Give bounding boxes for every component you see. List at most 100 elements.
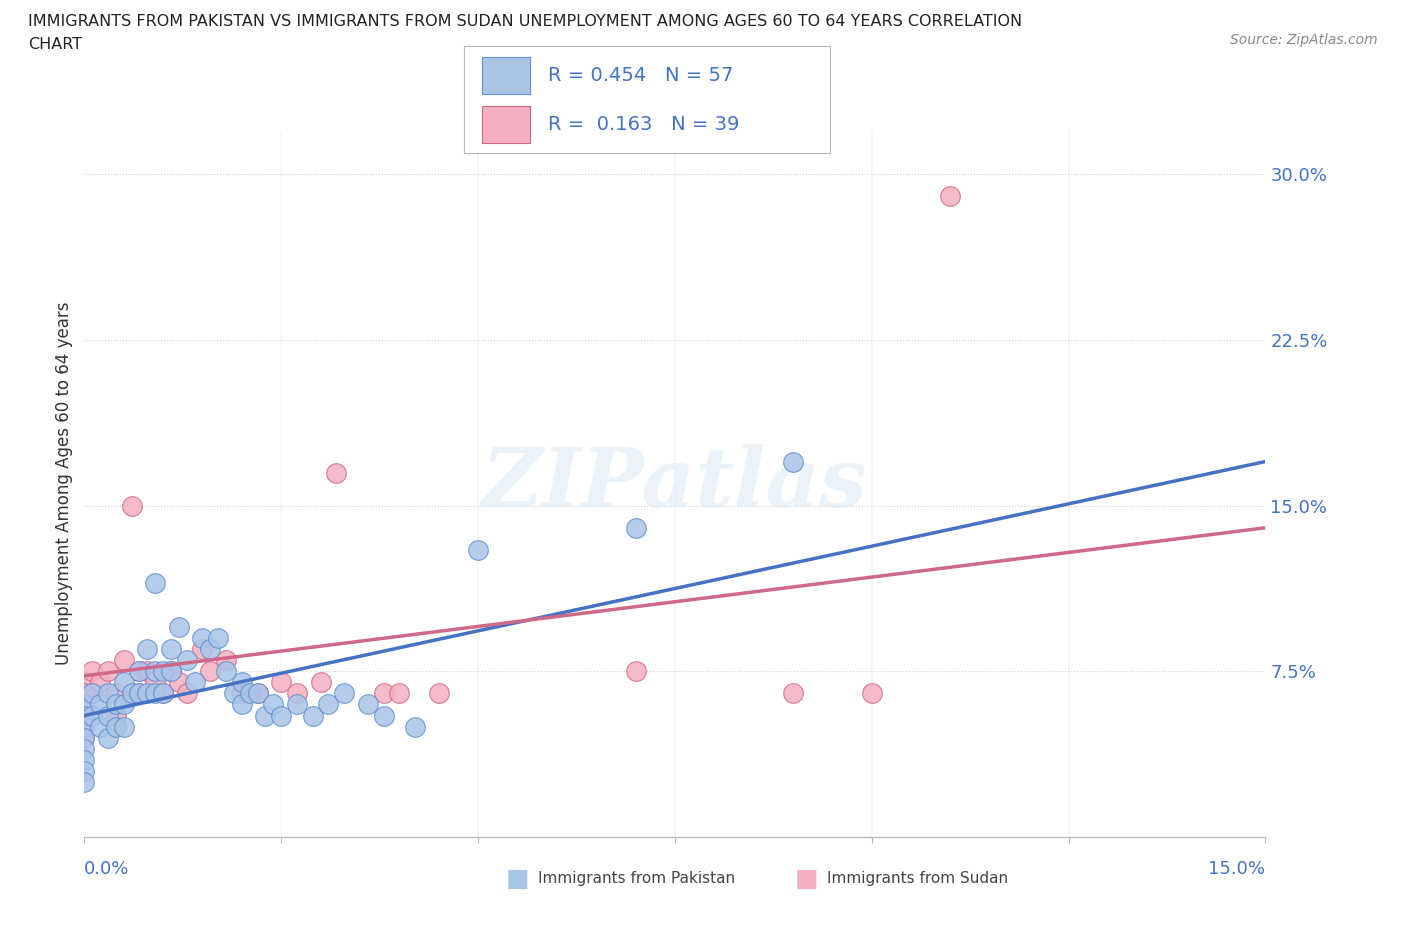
Point (191, 642, 214, 657)
Point (333, 686, 356, 701)
Point (121, 498, 143, 513)
Point (73, 764, 96, 778)
Point (143, 675, 166, 690)
Point (301, 708, 323, 723)
Text: R = 0.454   N = 57: R = 0.454 N = 57 (548, 66, 734, 85)
Point (176, 653, 198, 668)
Text: R =  0.163   N = 39: R = 0.163 N = 39 (548, 115, 740, 134)
Point (167, 619, 190, 634)
Point (143, 686, 166, 701)
Point (231, 675, 253, 690)
Point (73, 698, 96, 712)
Point (309, 675, 332, 690)
Point (191, 631, 214, 645)
Point (939, 189, 962, 204)
Text: ■: ■ (506, 867, 530, 891)
Point (121, 686, 143, 701)
Point (222, 686, 245, 701)
Point (176, 686, 198, 701)
Point (112, 675, 135, 690)
Point (388, 686, 411, 701)
Point (73, 698, 96, 712)
Point (160, 664, 183, 679)
Point (104, 719, 127, 734)
Point (73, 708, 96, 723)
Point (239, 686, 262, 701)
Point (624, 521, 647, 536)
Point (200, 642, 222, 657)
FancyBboxPatch shape (482, 106, 530, 143)
Point (152, 664, 174, 679)
Point (325, 465, 347, 480)
Point (82, 708, 104, 723)
Point (167, 675, 190, 690)
Point (112, 698, 135, 712)
Point (860, 686, 883, 701)
Point (624, 664, 647, 679)
Point (231, 698, 253, 712)
Point (112, 719, 135, 734)
Point (160, 664, 183, 679)
Text: Immigrants from Sudan: Immigrants from Sudan (827, 871, 1008, 886)
Point (128, 664, 150, 679)
Point (254, 708, 277, 723)
Point (270, 708, 292, 723)
Point (160, 642, 183, 657)
Point (231, 686, 253, 701)
Point (143, 664, 166, 679)
Point (427, 686, 450, 701)
Point (152, 686, 174, 701)
Point (112, 653, 135, 668)
Point (73, 686, 96, 701)
Text: ZIPatlas: ZIPatlas (482, 444, 868, 524)
Point (246, 686, 269, 701)
Point (82, 686, 104, 701)
Point (782, 454, 804, 469)
Point (183, 675, 205, 690)
Point (97, 664, 120, 679)
Point (285, 698, 308, 712)
Point (143, 576, 166, 591)
Point (270, 675, 292, 690)
Point (373, 686, 395, 701)
Point (215, 664, 238, 679)
Text: ■: ■ (794, 867, 818, 891)
Point (97, 686, 120, 701)
Text: CHART: CHART (28, 37, 82, 52)
Text: Source: ZipAtlas.com: Source: ZipAtlas.com (1230, 33, 1378, 46)
Point (152, 686, 174, 701)
Point (104, 686, 127, 701)
Point (73, 719, 96, 734)
Point (73, 719, 96, 734)
Point (215, 653, 238, 668)
Point (128, 686, 150, 701)
Point (318, 698, 340, 712)
Point (97, 708, 120, 723)
Point (262, 698, 284, 712)
Point (121, 686, 143, 701)
FancyBboxPatch shape (482, 58, 530, 94)
Point (73, 775, 96, 790)
Point (82, 664, 104, 679)
Point (404, 719, 426, 734)
Point (207, 631, 229, 645)
Point (285, 686, 308, 701)
Text: 15.0%: 15.0% (1208, 860, 1265, 878)
Point (73, 730, 96, 745)
Point (73, 752, 96, 767)
Point (128, 664, 150, 679)
Point (89, 719, 111, 734)
Point (136, 642, 159, 657)
Point (89, 698, 111, 712)
Point (136, 686, 159, 701)
Point (128, 686, 150, 701)
Point (73, 741, 96, 756)
Point (73, 708, 96, 723)
Point (82, 686, 104, 701)
Text: IMMIGRANTS FROM PAKISTAN VS IMMIGRANTS FROM SUDAN UNEMPLOYMENT AMONG AGES 60 TO : IMMIGRANTS FROM PAKISTAN VS IMMIGRANTS F… (28, 14, 1022, 29)
Point (97, 730, 120, 745)
Y-axis label: Unemployment Among Ages 60 to 64 years: Unemployment Among Ages 60 to 64 years (55, 302, 73, 665)
Text: Immigrants from Pakistan: Immigrants from Pakistan (538, 871, 735, 886)
Point (89, 675, 111, 690)
Point (373, 708, 395, 723)
